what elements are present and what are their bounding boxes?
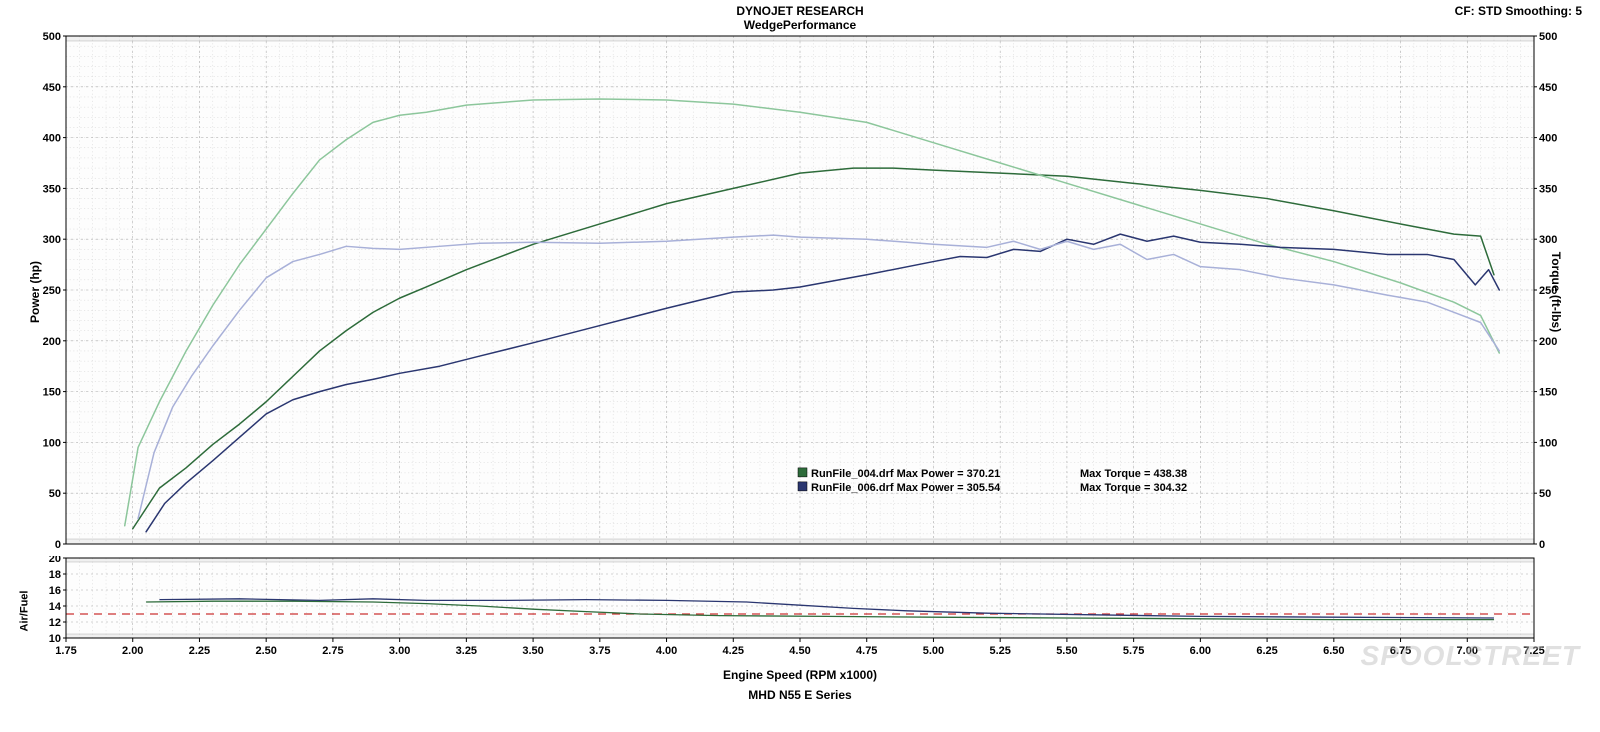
correction-factor: CF: STD Smoothing: 5 [1455, 4, 1582, 18]
af-axis-label: Air/Fuel [18, 591, 30, 632]
svg-text:1.75: 1.75 [55, 645, 76, 657]
svg-text:50: 50 [49, 488, 61, 500]
svg-text:250: 250 [43, 285, 61, 297]
svg-text:3.50: 3.50 [522, 645, 543, 657]
header: DYNOJET RESEARCH WedgePerformance CF: ST… [8, 4, 1592, 32]
svg-text:4.00: 4.00 [656, 645, 677, 657]
svg-text:3.25: 3.25 [456, 645, 477, 657]
svg-text:4.75: 4.75 [856, 645, 877, 657]
watermark: SPOOLSTREET [1361, 640, 1580, 672]
svg-text:100: 100 [43, 437, 61, 449]
svg-text:0: 0 [1539, 539, 1545, 551]
svg-text:2.75: 2.75 [322, 645, 343, 657]
svg-text:10: 10 [49, 633, 61, 645]
svg-text:18: 18 [49, 569, 61, 581]
svg-text:2.25: 2.25 [189, 645, 210, 657]
svg-text:300: 300 [43, 234, 61, 246]
svg-text:6.00: 6.00 [1190, 645, 1211, 657]
svg-text:4.50: 4.50 [789, 645, 810, 657]
svg-text:200: 200 [1539, 336, 1557, 348]
svg-text:5.50: 5.50 [1056, 645, 1077, 657]
svg-text:20: 20 [49, 556, 61, 565]
main-chart: Power (hp) Torque (ft-lbs) 0050501001001… [8, 32, 1592, 552]
svg-text:Max Torque = 438.38: Max Torque = 438.38 [1080, 468, 1187, 480]
svg-text:Max Torque = 304.32: Max Torque = 304.32 [1080, 482, 1187, 494]
svg-text:500: 500 [1539, 32, 1557, 43]
title-line-1: DYNOJET RESEARCH [8, 4, 1592, 18]
svg-text:RunFile_004.drf Max Power = 37: RunFile_004.drf Max Power = 370.21 [811, 468, 1000, 480]
svg-text:150: 150 [1539, 387, 1557, 399]
svg-text:16: 16 [49, 585, 61, 597]
svg-text:50: 50 [1539, 488, 1551, 500]
svg-text:2.00: 2.00 [122, 645, 143, 657]
svg-text:350: 350 [1539, 183, 1557, 195]
svg-text:2.50: 2.50 [255, 645, 276, 657]
svg-text:450: 450 [43, 82, 61, 94]
svg-text:12: 12 [49, 617, 61, 629]
power-axis-label: Power (hp) [28, 261, 42, 323]
svg-text:6.50: 6.50 [1323, 645, 1344, 657]
svg-text:RunFile_006.drf Max Power = 30: RunFile_006.drf Max Power = 305.54 [811, 482, 1001, 494]
svg-text:200: 200 [43, 336, 61, 348]
svg-text:5.75: 5.75 [1123, 645, 1144, 657]
af-chart-svg: 10 12 14 16 18 20 1.75 2.00 2.25 2.50 2.75 3.00 3.25… [8, 556, 1592, 666]
svg-text:500: 500 [43, 32, 61, 43]
svg-text:100: 100 [1539, 437, 1557, 449]
svg-text:400: 400 [1539, 133, 1557, 145]
svg-text:3.00: 3.00 [389, 645, 410, 657]
svg-text:150: 150 [43, 387, 61, 399]
torque-axis-label: Torque (ft-lbs) [1549, 252, 1563, 332]
svg-text:4.25: 4.25 [723, 645, 744, 657]
svg-text:3.75: 3.75 [589, 645, 610, 657]
af-chart: Air/Fuel 10 12 14 16 18 20 1.75 2.00 2.25 2.50 2.7… [8, 556, 1592, 666]
svg-text:450: 450 [1539, 82, 1557, 94]
title-block: DYNOJET RESEARCH WedgePerformance [8, 4, 1592, 32]
svg-text:400: 400 [43, 133, 61, 145]
title-line-2: WedgePerformance [8, 18, 1592, 32]
svg-text:6.25: 6.25 [1256, 645, 1277, 657]
svg-text:350: 350 [43, 183, 61, 195]
svg-text:5.25: 5.25 [989, 645, 1010, 657]
footer-text: MHD N55 E Series [8, 688, 1592, 702]
main-chart-svg: 0050501001001501502002002502503003003503… [8, 32, 1592, 552]
svg-text:14: 14 [49, 601, 62, 613]
svg-text:300: 300 [1539, 234, 1557, 246]
x-axis-label: Engine Speed (RPM x1000) [8, 668, 1592, 682]
svg-text:5.00: 5.00 [923, 645, 944, 657]
svg-text:0: 0 [55, 539, 61, 551]
